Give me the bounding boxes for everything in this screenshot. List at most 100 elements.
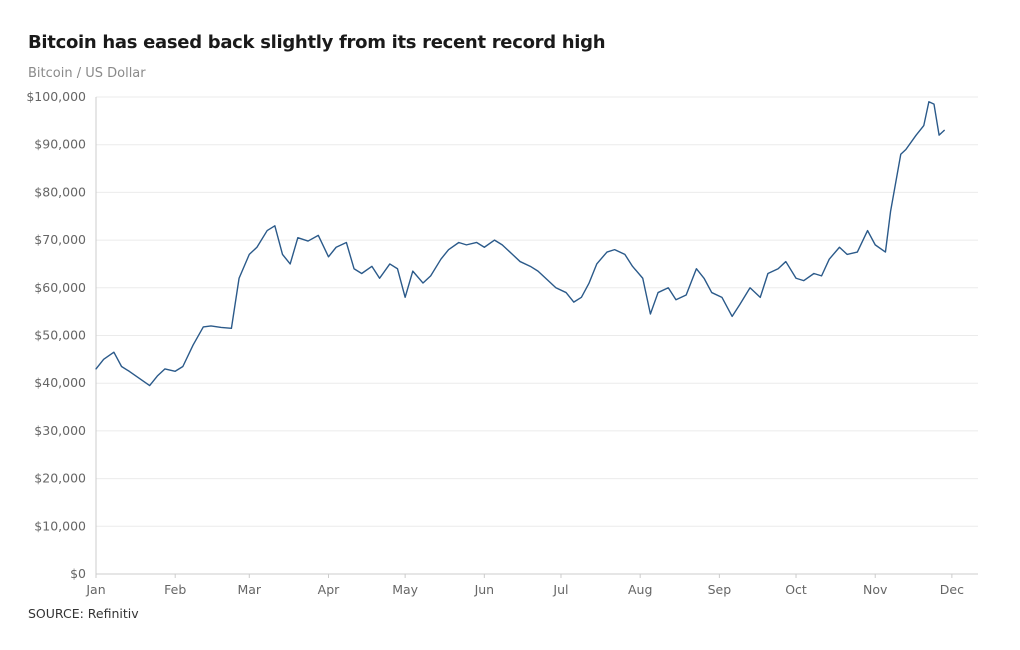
y-tick-label: $70,000 — [34, 232, 86, 247]
chart-title: Bitcoin has eased back slightly from its… — [28, 32, 606, 53]
y-axis-tick-labels: $0 $10,000 $20,000 $30,000 $40,000 $50,000 $60… — [26, 89, 86, 581]
data-point — [921, 123, 926, 128]
data-point — [111, 350, 116, 355]
data-point — [926, 99, 931, 104]
data-point — [903, 147, 908, 152]
data-point — [937, 133, 942, 138]
data-point — [694, 266, 699, 271]
data-point — [272, 223, 277, 228]
data-point — [387, 261, 392, 266]
data-point — [147, 383, 152, 388]
data-point — [737, 302, 742, 307]
data-point — [403, 295, 408, 300]
data-point — [119, 364, 124, 369]
data-point — [288, 261, 293, 266]
data-point — [155, 374, 160, 379]
data-point — [571, 300, 576, 305]
data-point — [783, 259, 788, 264]
x-axis-tick-labels: Jan Feb Mar Apr May Jun Jul Aug Sep Oct Nov Dec — [85, 582, 964, 597]
data-point — [180, 364, 185, 369]
data-point — [201, 324, 206, 329]
x-tick-label: Mar — [237, 582, 261, 597]
data-point — [482, 245, 487, 250]
data-point — [265, 228, 270, 233]
data-point — [162, 366, 167, 371]
data-point — [865, 228, 870, 233]
data-point — [898, 152, 903, 157]
y-tick-label: $30,000 — [34, 423, 86, 438]
data-point — [673, 297, 678, 302]
data-point — [630, 264, 635, 269]
data-point — [888, 209, 893, 214]
x-tick-label: Apr — [318, 582, 340, 597]
data-point — [464, 242, 469, 247]
data-point — [914, 133, 919, 138]
data-point — [604, 250, 609, 255]
y-tick-label: $20,000 — [34, 471, 86, 486]
y-tick-label: $50,000 — [34, 328, 86, 343]
data-point — [801, 278, 806, 283]
data-point — [666, 285, 671, 290]
data-point — [942, 128, 947, 133]
data-point — [684, 292, 689, 297]
data-point — [191, 343, 196, 348]
data-point — [326, 254, 331, 259]
y-tick-label: $100,000 — [26, 89, 86, 104]
data-point — [776, 266, 781, 271]
data-point — [931, 102, 936, 107]
data-point — [101, 357, 106, 362]
data-point — [173, 369, 178, 374]
data-point — [730, 314, 735, 319]
data-point — [546, 278, 551, 283]
axes — [95, 97, 978, 578]
data-point — [579, 295, 584, 300]
x-tick-label: Jan — [85, 582, 105, 597]
data-point — [535, 269, 540, 274]
x-tick-label: May — [392, 582, 418, 597]
data-point — [438, 257, 443, 262]
source-note: SOURCE: Refinitiv — [28, 606, 139, 621]
data-point — [334, 245, 339, 250]
data-point — [564, 290, 569, 295]
data-point — [316, 233, 321, 238]
data-point — [648, 312, 653, 317]
data-point — [518, 259, 523, 264]
data-point — [254, 245, 259, 250]
data-point — [359, 271, 364, 276]
data-point — [709, 290, 714, 295]
y-tick-label: $90,000 — [34, 137, 86, 152]
data-point — [553, 285, 558, 290]
data-point — [594, 261, 599, 266]
data-point — [428, 273, 433, 278]
data-point — [127, 369, 132, 374]
data-point — [474, 240, 479, 245]
data-point — [837, 245, 842, 250]
y-tick-label: $10,000 — [34, 518, 86, 533]
data-point — [219, 325, 224, 330]
data-point — [758, 295, 763, 300]
data-point — [410, 269, 415, 274]
data-point — [208, 323, 213, 328]
data-point — [247, 252, 252, 257]
data-point — [369, 264, 374, 269]
y-tick-label: $80,000 — [34, 184, 86, 199]
x-tick-label: Dec — [940, 582, 964, 597]
data-point — [492, 238, 497, 243]
x-tick-label: Oct — [785, 582, 807, 597]
data-point — [845, 252, 850, 257]
chart-subtitle: Bitcoin / US Dollar — [28, 66, 146, 81]
data-point — [377, 276, 382, 281]
data-point — [883, 250, 888, 255]
data-point — [656, 290, 661, 295]
data-point — [702, 276, 707, 281]
data-point — [344, 240, 349, 245]
x-tick-label: Nov — [863, 582, 888, 597]
data-point — [421, 281, 426, 286]
data-point — [446, 247, 451, 252]
data-point — [587, 281, 592, 286]
series-line-bitcoin — [95, 101, 945, 387]
x-tick-label: Jun — [474, 582, 495, 597]
data-point — [500, 242, 505, 247]
data-point — [229, 326, 234, 331]
